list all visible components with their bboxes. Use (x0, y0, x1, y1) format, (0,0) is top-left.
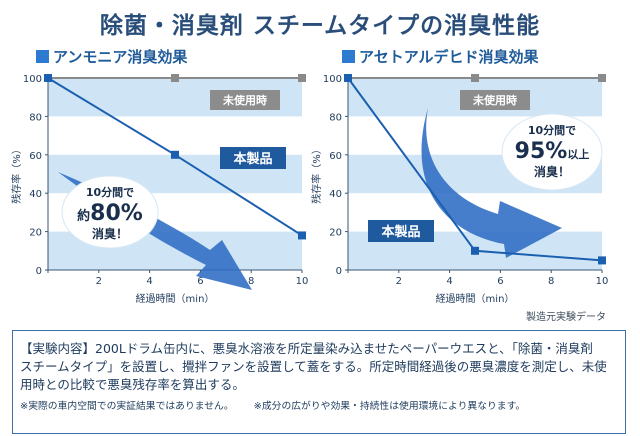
panel-heading-ammonia: アンモニア消臭効果 (36, 46, 187, 67)
x-axis-label: 経過時間（min） (436, 292, 515, 305)
x-tick-label: 2 (96, 276, 102, 287)
callout-percent: 80% (90, 201, 143, 226)
product-badge-label: 本製品 (233, 151, 272, 167)
x-tick-label: 6 (497, 276, 503, 287)
x-tick-label: 10 (596, 276, 609, 287)
callout-bubble (501, 113, 603, 191)
callout-percent: 95% (515, 139, 568, 164)
x-tick-label: 4 (146, 276, 152, 287)
x-axis-label: 経過時間（min） (136, 292, 215, 305)
page-title: 除菌・消臭剤 スチームタイプの消臭性能 (99, 13, 541, 39)
y-axis-label: 残存率（%） (10, 144, 23, 204)
x-tick-label: 8 (548, 276, 554, 287)
callout-line1: 10分間で (86, 185, 134, 199)
panel-heading-text: アセトアルデヒド消臭効果 (359, 48, 539, 66)
x-tick-label: 10 (296, 276, 309, 287)
y-tick-label: 0 (36, 266, 42, 277)
callout-suffix: 以上 (567, 147, 589, 161)
panel-heading-text: アンモニア消臭効果 (53, 48, 188, 66)
product-badge (368, 220, 434, 242)
data-point-untreated (298, 74, 306, 82)
callout-prefix: 約 (77, 208, 90, 224)
x-tick-label: 6 (197, 276, 203, 287)
heading-square-icon (36, 50, 49, 63)
y-tick-label: 80 (329, 112, 342, 123)
experiment-description: 【実験内容】200Lドラム缶内に、悪臭水溶液を所定量染み込ませたペーパーウエスと… (20, 341, 607, 392)
untreated-badge (460, 90, 530, 110)
heading-square-icon (342, 50, 355, 63)
experiment-note-box (12, 330, 626, 434)
data-point-product (44, 74, 52, 82)
data-point-product (598, 256, 606, 265)
y-tick-label: 100 (323, 74, 342, 85)
data-point-untreated (171, 74, 179, 82)
untreated-badge-label: 未使用時 (472, 93, 517, 107)
x-tick-label: 8 (248, 276, 254, 287)
y-tick-label: 60 (29, 151, 42, 162)
trend-arrow-icon (421, 108, 562, 258)
product-badge-label: 本製品 (381, 224, 420, 240)
callout-bubble (61, 175, 159, 249)
callout-line2: 95%以上 (515, 139, 590, 164)
y-tick-label: 0 (336, 266, 342, 277)
y-tick-label: 40 (329, 189, 342, 200)
disclaimer-1: ※実際の車内空間での実証結果ではありません。 (20, 401, 234, 412)
disclaimer-2: ※成分の広がりや効果・持続性は使用環境により異なります。 (253, 401, 526, 412)
untreated-badge (210, 90, 280, 110)
y-tick-label: 80 (29, 112, 42, 123)
chart-acetaldehyde: 0 20 40 60 80 100 2 4 6 8 10 経過時間（min） 残存率（%） 未使用時本製品… (310, 74, 609, 305)
x-tick-label: 4 (446, 276, 452, 287)
y-axis-label: 残存率（%） (310, 144, 323, 204)
callout-line3: 消臭！ (534, 164, 570, 179)
data-point-product (298, 231, 306, 240)
chart-ammonia: 0 20 40 60 80 100 2 4 6 8 10 経過時間（min） 残存率（%） 未使用時本製品… (10, 74, 309, 305)
y-tick-label: 20 (329, 228, 342, 239)
data-point-untreated (471, 74, 479, 82)
y-tick-label: 40 (29, 189, 42, 200)
panel-heading-acetaldehyde: アセトアルデヒド消臭効果 (342, 46, 539, 67)
callout-line3: 消臭！ (92, 226, 128, 241)
data-point-product (344, 74, 352, 82)
callout-line2: 約80% (77, 201, 143, 226)
y-tick-label: 60 (329, 151, 342, 162)
y-tick-label: 100 (23, 74, 42, 85)
x-tick-label: 2 (396, 276, 402, 287)
callout-line1: 10分間で (528, 123, 576, 137)
disclaimer-row: ※実際の車内空間での実証結果ではありません。 ※成分の広がりや効果・持続性は使用… (20, 398, 620, 412)
data-point-product (171, 150, 179, 159)
data-point-product (471, 246, 479, 255)
product-badge (220, 147, 286, 169)
untreated-badge-label: 未使用時 (222, 93, 267, 107)
data-point-untreated (598, 74, 606, 82)
source-note: 製造元実験データ (526, 312, 606, 323)
y-tick-label: 20 (29, 228, 42, 239)
